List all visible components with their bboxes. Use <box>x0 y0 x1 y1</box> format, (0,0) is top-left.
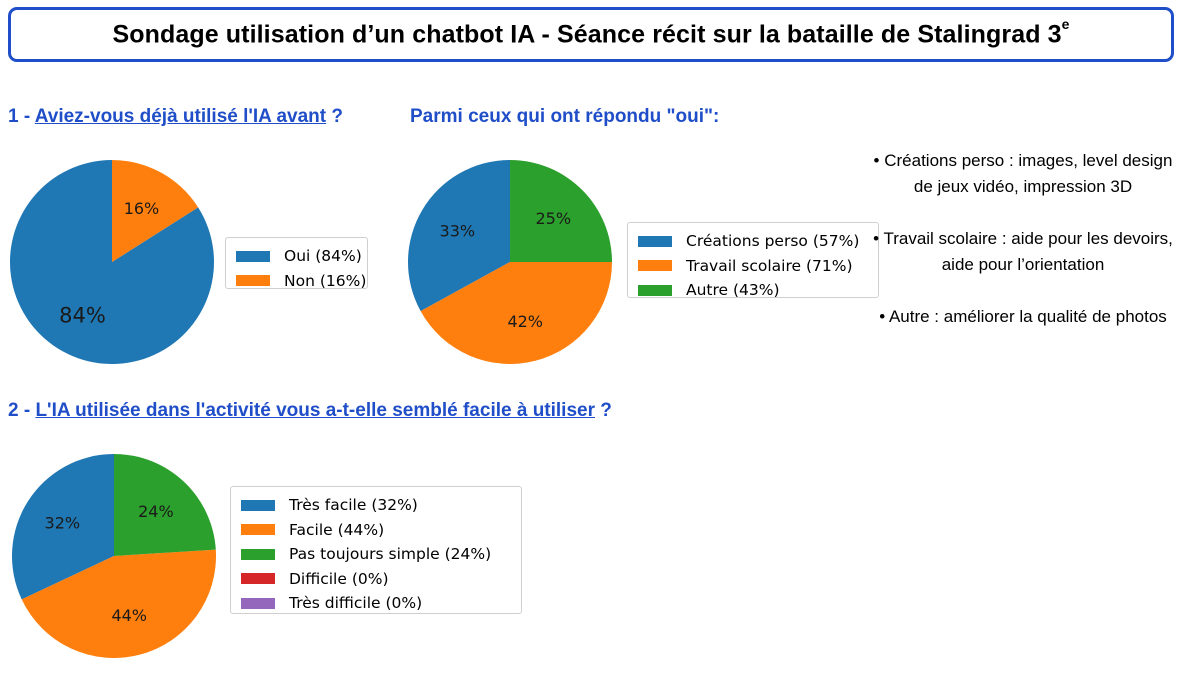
legend-item: Difficile (0%) <box>241 567 511 592</box>
legend-swatch <box>236 275 270 287</box>
pie-slice-label: 42% <box>507 312 543 331</box>
question-1-heading: 1 - Aviez-vous déjà utilisé l'IA avant ? <box>8 106 343 128</box>
bullet-icon: • <box>873 151 880 170</box>
legend-swatch <box>236 250 270 262</box>
question-1-suffix: ? <box>326 106 344 127</box>
pie-slice <box>9 160 214 364</box>
legend-label: Non (16%) <box>284 271 367 290</box>
legend-swatch <box>638 260 672 272</box>
title-box: Sondage utilisation d’un chatbot IA - Sé… <box>8 7 1174 62</box>
question-2-text: L'IA utilisée dans l'activité vous a-t-e… <box>35 400 595 421</box>
legend-use-types: Créations perso (57%) Travail scolaire (7… <box>627 222 879 299</box>
legend-item: Pas toujours simple (24%) <box>241 542 511 567</box>
question-1b-heading: Parmi ceux qui ont répondu "oui": <box>410 106 719 128</box>
pie-chart-prior-use: 84% 16% <box>9 160 214 364</box>
legend-ease-of-use: Très facile (32%) Facile (44%) Pas toujour… <box>230 486 522 614</box>
notes-panel: • Créations perso : images, level design… <box>870 148 1176 356</box>
pie-slice-label: 84% <box>59 304 106 328</box>
legend-label: Travail scolaire (71%) <box>686 256 853 275</box>
legend-prior-use: Oui (84%) Non (16%) <box>225 237 368 290</box>
bullet-icon: • <box>873 229 880 248</box>
legend-label: Facile (44%) <box>289 520 385 539</box>
question-1-prefix: 1 - <box>8 106 35 127</box>
question-2-prefix: 2 - <box>8 400 36 421</box>
question-2-suffix: ? <box>595 400 612 421</box>
pie-chart-ease-of-use: 32% 44% 24% <box>12 454 217 658</box>
legend-item: Travail scolaire (71%) <box>638 254 868 279</box>
legend-swatch <box>241 597 275 609</box>
legend-label: Oui (84%) <box>284 247 362 266</box>
pie-slice-label: 33% <box>440 221 476 240</box>
legend-item: Très facile (32%) <box>241 493 511 518</box>
pie-chart-use-types: 33% 42% 25% <box>408 160 612 364</box>
question-2-heading: 2 - L'IA utilisée dans l'activité vous a… <box>8 400 612 422</box>
legend-label: Créations perso (57%) <box>686 232 860 251</box>
pie-slice <box>510 160 612 262</box>
legend-item: Oui (84%) <box>236 244 362 269</box>
pie-slice-label: 32% <box>45 514 81 533</box>
legend-swatch <box>241 573 275 585</box>
pie-slice <box>114 454 216 556</box>
legend-item: Très difficile (0%) <box>241 591 511 616</box>
legend-swatch <box>241 499 275 511</box>
legend-swatch <box>241 524 275 536</box>
pie-slice <box>12 454 114 600</box>
note-text: Travail scolaire : aide pour les devoirs… <box>883 229 1173 274</box>
title-superscript: e <box>1061 15 1070 32</box>
legend-label: Autre (43%) <box>686 281 780 300</box>
question-1b-text: Parmi ceux qui ont répondu "oui": <box>410 106 720 127</box>
pie-slice-label: 24% <box>138 502 174 521</box>
question-1-text: Aviez-vous déjà utilisé l'IA avant <box>34 106 327 127</box>
legend-item: Facile (44%) <box>241 518 511 543</box>
bullet-icon: • <box>879 307 886 326</box>
legend-item: Autre (43%) <box>638 278 868 303</box>
legend-label: Pas toujours simple (24%) <box>289 545 492 564</box>
note-school: • Travail scolaire : aide pour les devoi… <box>870 226 1176 278</box>
legend-swatch <box>638 284 672 296</box>
legend-swatch <box>241 548 275 560</box>
page-title: Sondage utilisation d’un chatbot IA - Sé… <box>112 16 1069 49</box>
pie-slice <box>408 160 510 312</box>
title-main: Sondage utilisation d’un chatbot IA - Sé… <box>112 20 1062 49</box>
note-text: Autre : améliorer la qualité de photos <box>888 307 1167 326</box>
note-other: • Autre : améliorer la qualité de photos <box>870 304 1176 330</box>
legend-swatch <box>638 235 672 247</box>
note-text: Créations perso : images, level design d… <box>884 151 1173 196</box>
legend-label: Très difficile (0%) <box>289 594 423 613</box>
pie-slice <box>420 262 612 364</box>
note-creations: • Créations perso : images, level design… <box>870 148 1176 200</box>
legend-item: Créations perso (57%) <box>638 229 868 254</box>
pie-slice-label: 25% <box>535 209 571 228</box>
pie-slice <box>112 160 199 262</box>
pie-slice-label: 44% <box>111 606 147 625</box>
legend-label: Très facile (32%) <box>289 496 418 515</box>
pie-slice-label: 16% <box>124 199 160 218</box>
legend-item: Non (16%) <box>236 269 366 294</box>
legend-label: Difficile (0%) <box>289 569 389 588</box>
pie-slice <box>21 549 217 658</box>
